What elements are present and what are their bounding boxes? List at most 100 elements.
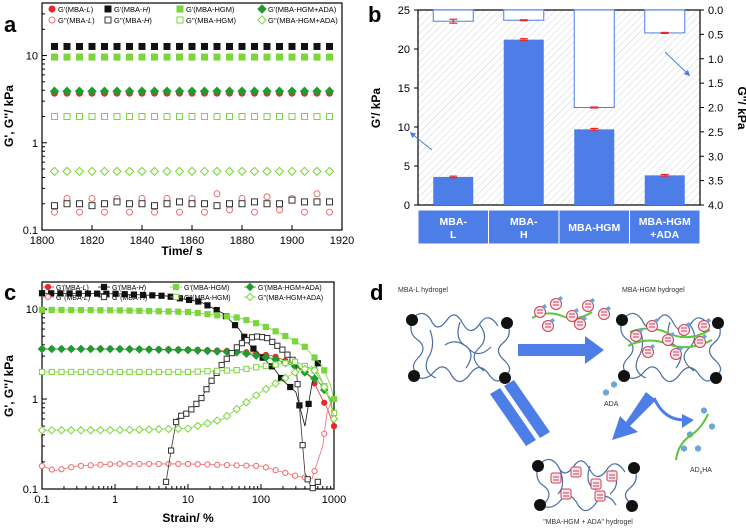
- point-gmbahgm: [145, 307, 153, 315]
- hgm-particle-icon: [534, 306, 546, 318]
- point-gmbah: [238, 42, 246, 50]
- point-gmbahgm: [145, 368, 153, 376]
- point-gmbal: [272, 467, 279, 474]
- point-gmbahgm+ada: [232, 404, 241, 414]
- point-gmbahgm: [291, 358, 299, 365]
- point-gmbah: [48, 290, 55, 297]
- x-axis-title-a: Time/ s: [161, 244, 202, 258]
- crosslink-node: [501, 317, 513, 329]
- point-gmbahgm: [204, 368, 211, 375]
- point-gmbahgm: [68, 368, 75, 376]
- point-gmbal: [330, 423, 338, 430]
- point-gmbahgm: [263, 113, 271, 120]
- point-gmbal: [262, 464, 269, 471]
- hgm-particle-icon: [670, 348, 682, 360]
- point-gmbahgm+ada: [76, 425, 86, 435]
- crosslink-node: [499, 372, 511, 384]
- legend-label-c: G''(MBA-H): [112, 295, 147, 302]
- point-gmbah: [269, 338, 276, 346]
- point-gmbahgm: [188, 113, 196, 120]
- legend-text-part: ): [91, 5, 94, 14]
- point-gmbah: [264, 334, 271, 342]
- legend-label-c: G''(MBA-HGM): [184, 295, 231, 302]
- point-gmbahgm: [233, 314, 240, 321]
- ada-molecule-icon: [542, 304, 547, 309]
- point-gmbahgm: [291, 338, 299, 345]
- hgm-particle-icon: [642, 346, 654, 358]
- hgm-particle-detail: [645, 349, 651, 354]
- hgm-particle-icon: [662, 334, 674, 346]
- point-gmbah: [140, 291, 147, 299]
- point-gmbahgm+ada: [99, 86, 110, 96]
- point-gmbahgm: [51, 113, 58, 120]
- point-gmbah: [88, 42, 96, 50]
- legend-label-a: G'(MBA-L): [58, 5, 94, 14]
- legend-text-part: ): [148, 5, 151, 14]
- right-y-tick-label-b: 2.0: [708, 103, 723, 115]
- point-gmbahgm: [38, 368, 46, 376]
- point-gmbahgm: [243, 365, 250, 372]
- point-gmbah: [259, 334, 266, 341]
- hgm-particle-detail: [609, 474, 615, 479]
- legend-text-part: G''(MBA-: [58, 16, 88, 25]
- point-gmbah: [126, 42, 133, 50]
- right-y-tick-label-b: 0.5: [708, 29, 723, 41]
- point-gmbahgm: [63, 53, 71, 61]
- point-gmbahgm: [48, 368, 55, 376]
- left-y-tick-label-b: 15: [398, 83, 410, 95]
- point-gmbah: [76, 200, 83, 208]
- legend-label-a: G''(MBA-L): [58, 16, 95, 25]
- point-gmbahgm+ada: [96, 425, 105, 435]
- x-tick-label-a: 1900: [280, 235, 304, 247]
- point-gmbahgm: [138, 53, 146, 61]
- point-gmbahgm+ada: [329, 414, 339, 424]
- x-tick-label-a: 1920: [330, 235, 354, 247]
- point-gmbahgm: [155, 368, 162, 376]
- point-gmbah: [173, 418, 180, 426]
- point-gmbahgm+ada: [261, 384, 271, 394]
- point-gmbah: [188, 42, 196, 50]
- category-label-b: L: [450, 229, 457, 241]
- polymer-chains: [536, 458, 637, 512]
- ada-molecule-icon: [606, 306, 611, 311]
- point-gmbah: [228, 349, 235, 357]
- hgm-particle-detail: [673, 351, 679, 356]
- bar-g-prime: [433, 176, 474, 205]
- hgm-particle-icon: [574, 318, 586, 330]
- point-gmbahgm: [188, 53, 196, 61]
- point-gmbahgm+ada: [271, 379, 280, 388]
- point-gmbah: [151, 202, 158, 210]
- point-gmbahgm: [151, 53, 158, 61]
- point-gmbah: [301, 42, 308, 50]
- bar-g-double-prime: [644, 9, 686, 34]
- point-gmbahgm: [243, 317, 250, 324]
- point-gmbahgm+ada: [212, 416, 222, 425]
- legend-marker-a: [257, 15, 267, 25]
- point-gmbah: [178, 412, 185, 419]
- ada-molecule-icon: [590, 298, 595, 303]
- point-gmbal: [263, 193, 271, 201]
- point-gmbal: [251, 208, 258, 216]
- legend-label-a: G''(MBA-H): [114, 16, 152, 25]
- y-tick-label-c: 10: [26, 304, 38, 316]
- point-gmbahgm: [88, 53, 96, 61]
- point-gmbal: [321, 430, 328, 437]
- point-gmbahgm+ada: [144, 425, 154, 434]
- point-gmbahgm+ada: [324, 86, 335, 96]
- legend-marker-c: [245, 282, 255, 292]
- point-gmbah: [101, 200, 108, 208]
- point-gmbahgm+ada: [137, 86, 147, 96]
- point-gmbahgm+ada: [274, 86, 285, 96]
- point-gmbah: [226, 200, 233, 208]
- point-gmbah: [76, 42, 83, 50]
- hgm-particle-icon: [566, 310, 578, 322]
- point-gmbahgm: [76, 113, 83, 120]
- right-y-tick-label-b: 2.5: [708, 127, 723, 139]
- point-gmbal: [107, 461, 114, 468]
- point-gmbahgm+ada: [164, 424, 173, 434]
- point-gmbahgm: [223, 313, 231, 320]
- legend-text-part: ): [92, 16, 95, 25]
- x-tick-label-c: 100: [252, 494, 270, 506]
- curved-arrow: [652, 397, 685, 422]
- ada-molecule-icon: [574, 308, 579, 313]
